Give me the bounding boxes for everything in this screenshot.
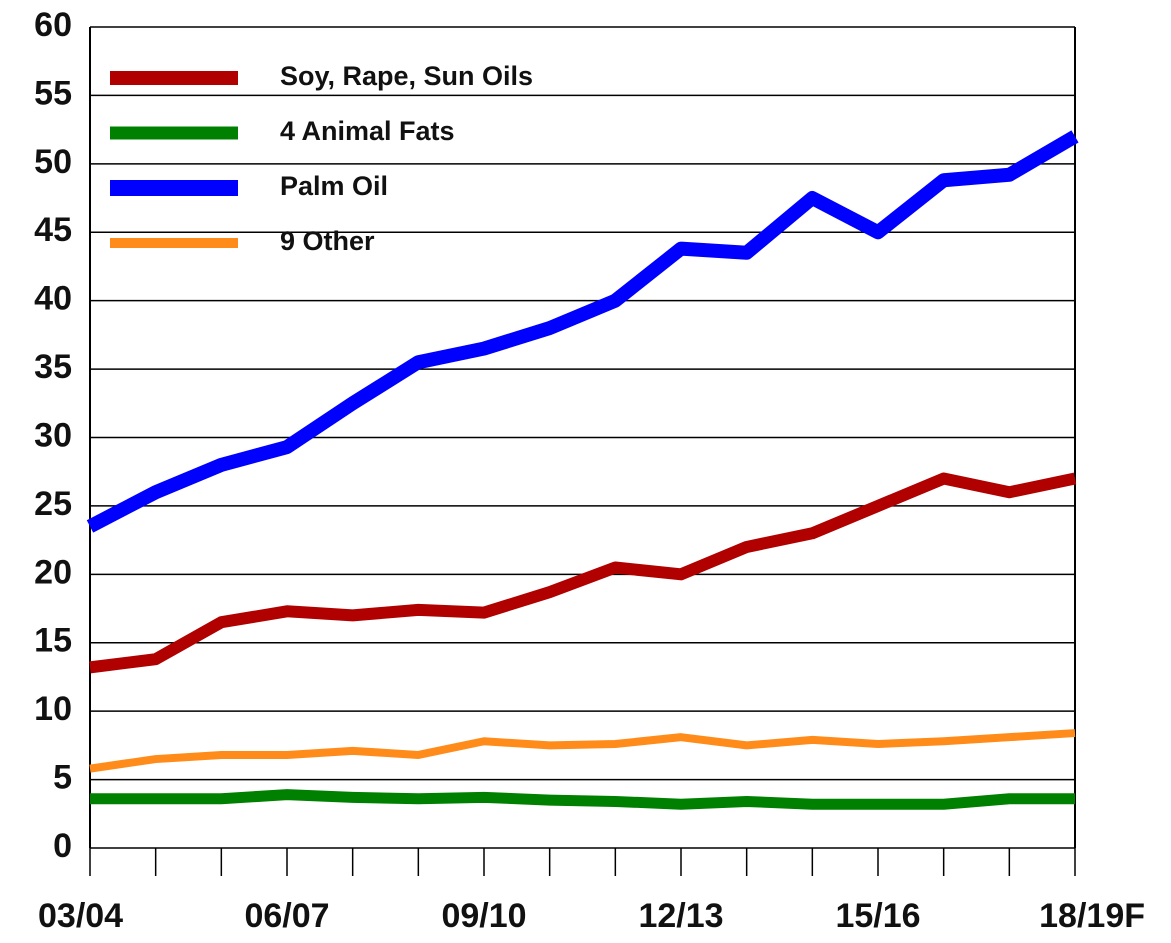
y-tick-label: 0 xyxy=(53,827,72,865)
y-tick-label: 50 xyxy=(34,143,72,181)
x-tick-label: 09/10 xyxy=(441,897,526,935)
x-tick-label: 15/16 xyxy=(835,897,920,935)
y-tick-label: 5 xyxy=(53,759,72,797)
legend-label: 9 Other xyxy=(280,226,375,256)
legend-label: Palm Oil xyxy=(280,171,388,201)
x-tick-label: 03/04 xyxy=(38,897,123,935)
series-line xyxy=(89,472,1077,674)
y-tick-label: 10 xyxy=(34,690,72,728)
y-tick-label: 40 xyxy=(34,280,72,318)
series-line xyxy=(86,130,1079,533)
y-tick-label: 30 xyxy=(34,416,72,454)
series-line xyxy=(90,789,1075,810)
y-tick-label: 60 xyxy=(34,6,72,44)
y-tick-label: 20 xyxy=(34,553,72,591)
legend-label: Soy, Rape, Sun Oils xyxy=(280,61,533,91)
series-line xyxy=(89,729,1076,773)
x-tick-label: 06/07 xyxy=(244,897,329,935)
x-tick-label: 12/13 xyxy=(638,897,723,935)
y-tick-label: 15 xyxy=(34,622,72,660)
y-tick-label: 25 xyxy=(34,485,72,523)
x-tick-label: 18/19F xyxy=(1039,897,1145,935)
y-tick-label: 45 xyxy=(34,211,72,249)
y-tick-label: 55 xyxy=(34,74,72,112)
y-tick-label: 35 xyxy=(34,348,72,386)
legend-label: 4 Animal Fats xyxy=(280,116,455,146)
